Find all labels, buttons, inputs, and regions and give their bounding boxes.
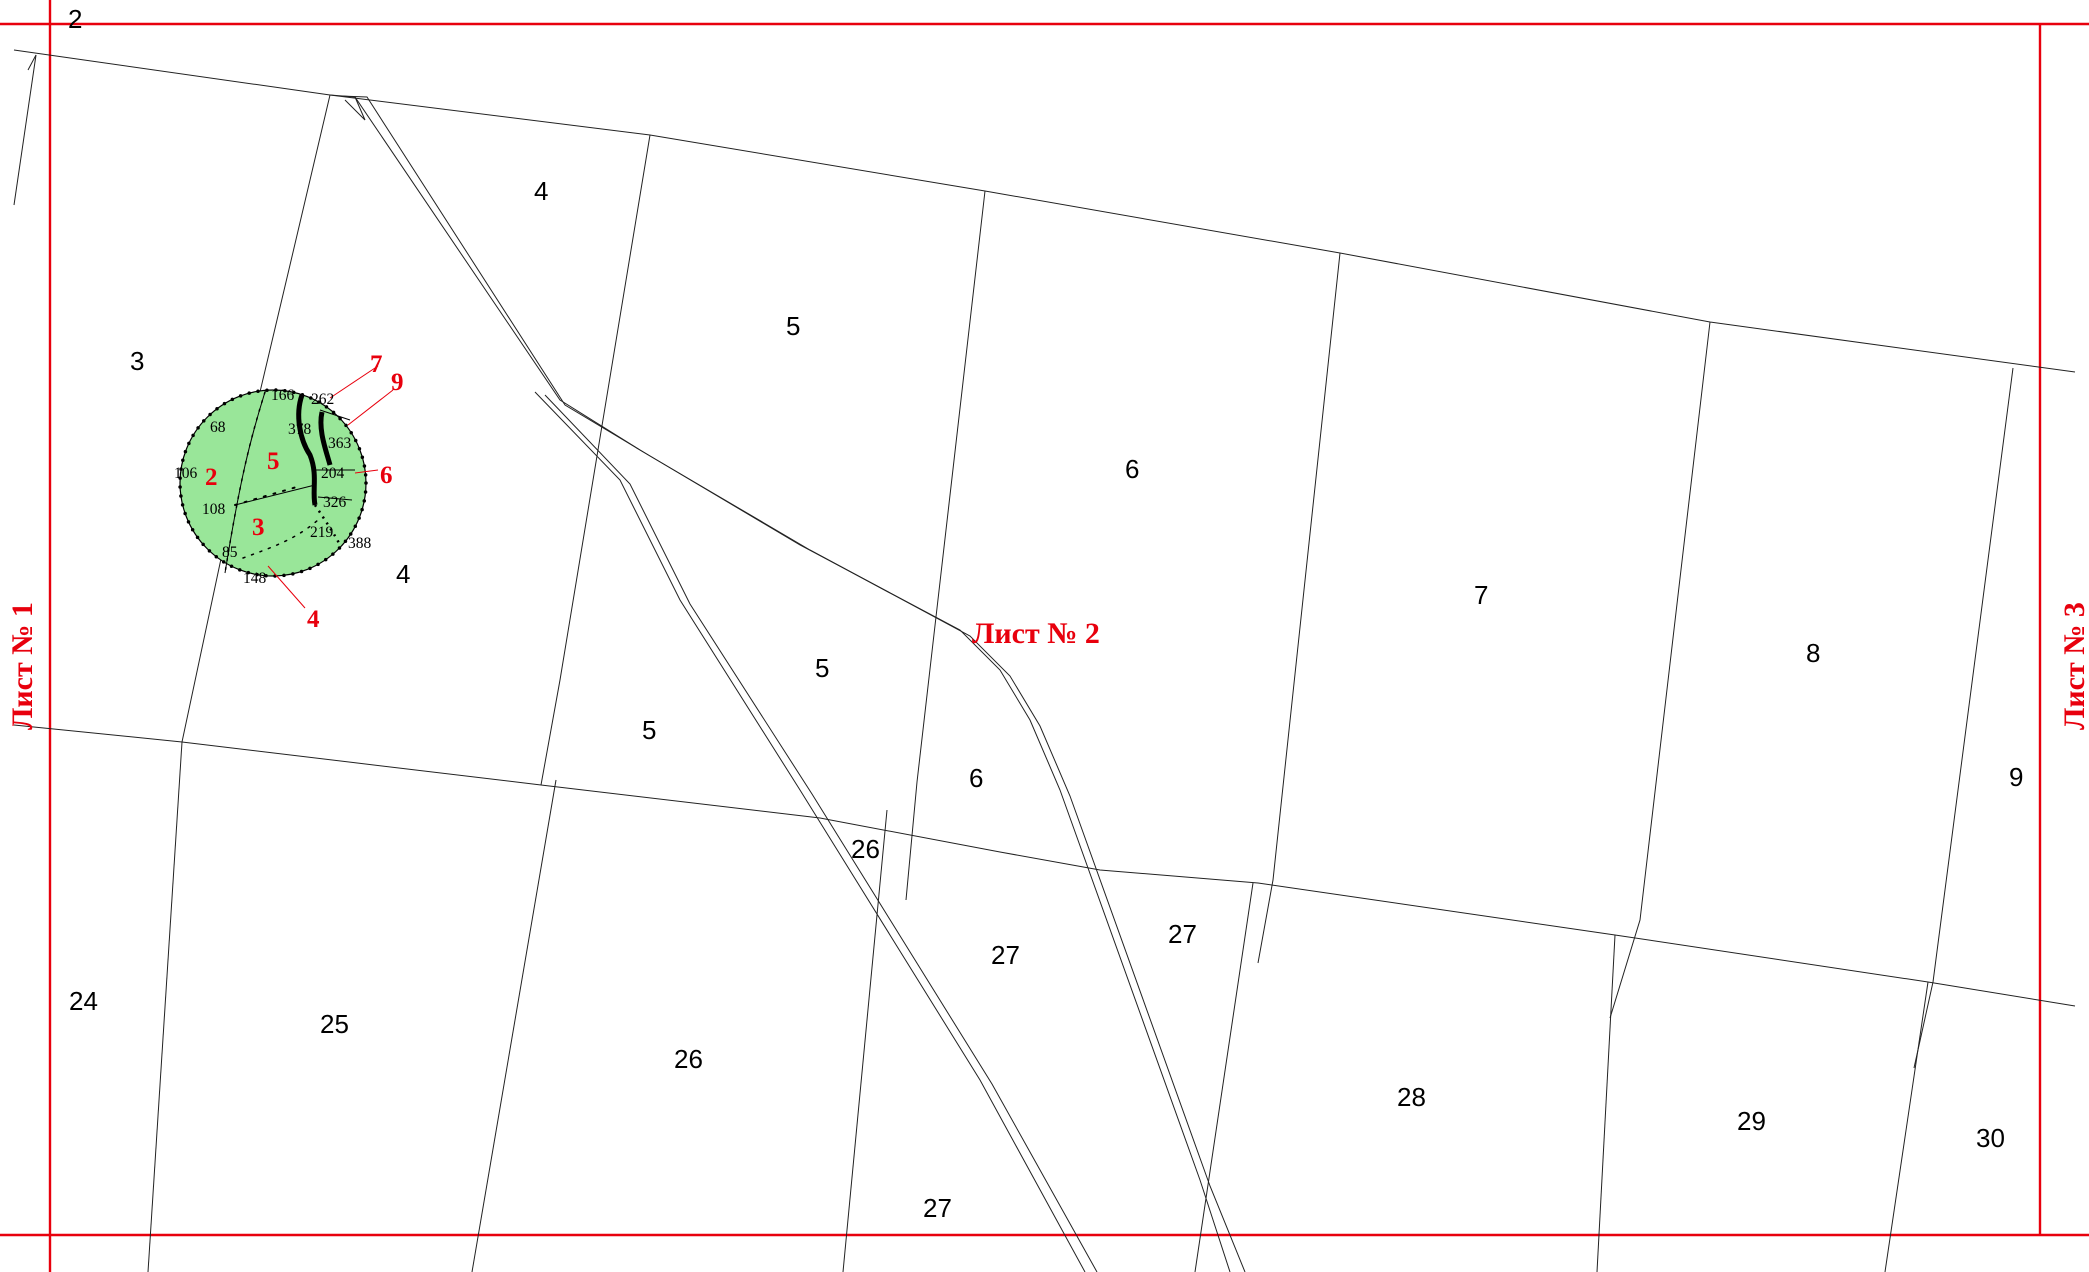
- point-label: 166: [271, 387, 295, 404]
- point-numbers: 166 262 68 378 363 106 204 108 326 219 3…: [174, 387, 372, 587]
- sheet-label-center: Лист № 2: [972, 617, 1100, 650]
- parcel-label: 6: [1125, 454, 1139, 484]
- zone-label: 2: [205, 464, 218, 491]
- point-label: 219: [310, 524, 334, 541]
- parcel-label: 28: [1397, 1082, 1426, 1112]
- point-label: 106: [174, 465, 198, 482]
- parcel-boundaries: [13, 49, 2076, 1272]
- zone-label: 5: [267, 448, 280, 475]
- parcel-label: 25: [320, 1009, 349, 1039]
- zone-label: 9: [391, 369, 404, 396]
- parcel-label: 9: [2009, 762, 2023, 792]
- parcel-label: 5: [815, 653, 829, 683]
- point-label: 378: [288, 421, 312, 438]
- parcel-label: 29: [1737, 1106, 1766, 1136]
- zone-thick-boundary: [296, 394, 318, 506]
- parcel-label: 7: [1474, 580, 1488, 610]
- parcel-label: 27: [991, 940, 1020, 970]
- parcel-label: 5: [642, 715, 656, 745]
- roads: [329, 94, 1246, 1272]
- point-label: 204: [321, 465, 345, 482]
- point-label: 108: [202, 501, 226, 518]
- zone-label: 3: [252, 514, 265, 541]
- parcel-label: 27: [923, 1193, 952, 1223]
- zone-label: 4: [307, 606, 320, 633]
- parcel-numbers: 2 3 4 4 5 5 5 6 6 7 8 9 24 25 26 26 27 2…: [68, 4, 2023, 1223]
- point-label: 363: [328, 435, 352, 452]
- parcel-label: 30: [1976, 1123, 2005, 1153]
- point-label: 326: [323, 494, 347, 511]
- parcel-label: 26: [674, 1044, 703, 1074]
- parcel-label: 4: [396, 559, 410, 589]
- parcel-label: 5: [786, 311, 800, 341]
- zone-numbers: 2 5 3 7 9 6 4: [205, 351, 404, 633]
- parcel-label: 27: [1168, 919, 1197, 949]
- zone-label: 6: [380, 462, 393, 489]
- sheet-label-right: Лист № 3: [2058, 602, 2089, 730]
- point-label: 68: [210, 419, 226, 436]
- sheet-label-left: Лист № 1: [6, 602, 39, 730]
- parcel-label: 26: [851, 834, 880, 864]
- parcel-label: 3: [130, 346, 144, 376]
- point-label: 148: [243, 570, 267, 587]
- parcel-label: 2: [68, 4, 82, 34]
- parcel-label: 6: [969, 763, 983, 793]
- parcel-label: 8: [1806, 638, 1820, 668]
- zone-label: 7: [370, 351, 383, 378]
- point-label: 262: [311, 391, 334, 408]
- parcel-label: 24: [69, 986, 98, 1016]
- sheet-labels: Лист № 2 Лист № 1 Лист № 3: [6, 602, 2089, 730]
- point-label: 85: [222, 544, 238, 561]
- parcel-label: 4: [534, 176, 548, 206]
- protection-zone: [178, 365, 394, 609]
- point-label: 388: [348, 535, 372, 552]
